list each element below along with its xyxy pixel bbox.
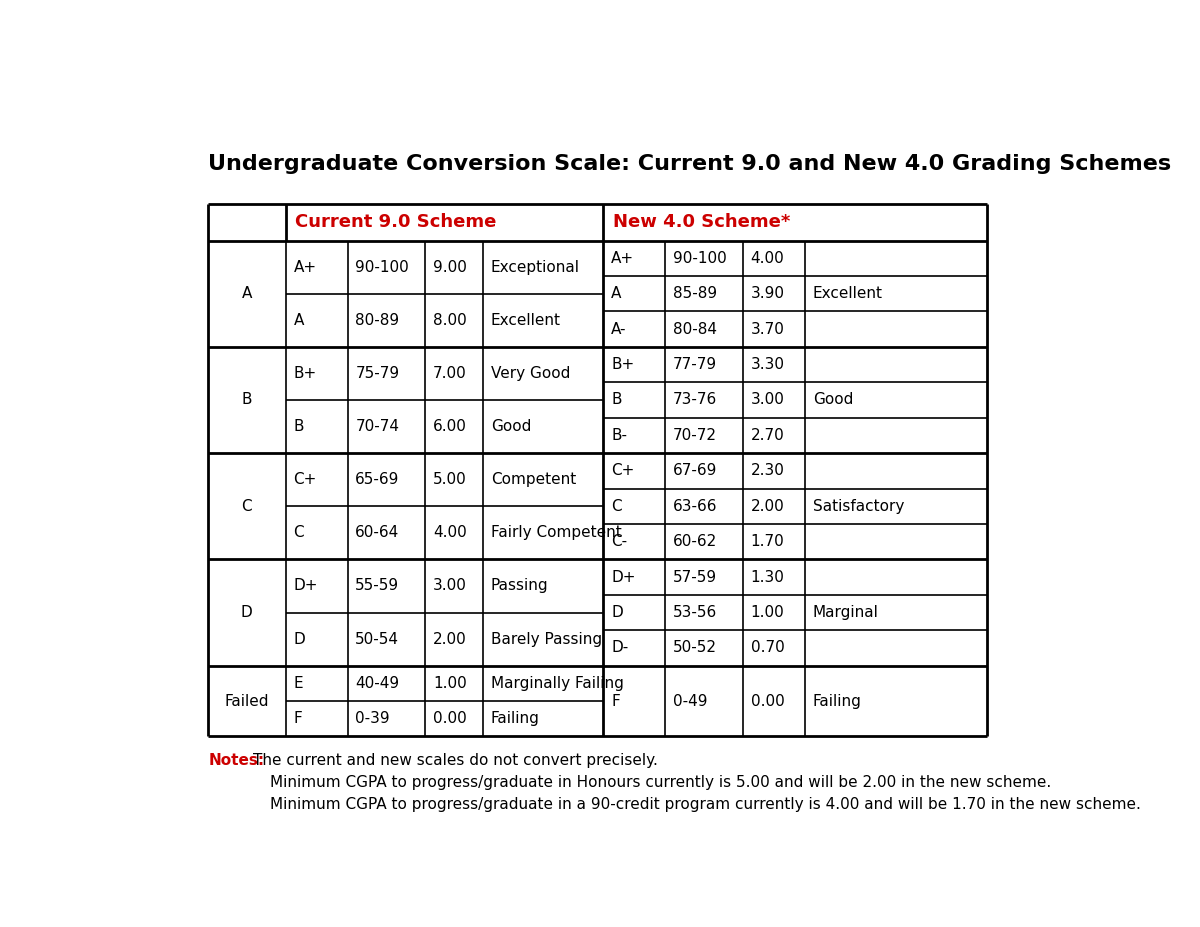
Text: 4.00: 4.00 <box>433 526 467 540</box>
Text: A+: A+ <box>293 260 317 274</box>
Text: 0.00: 0.00 <box>433 711 467 726</box>
Text: D: D <box>611 605 623 620</box>
Text: 70-72: 70-72 <box>673 428 718 443</box>
Text: 60-64: 60-64 <box>355 526 400 540</box>
Text: 75-79: 75-79 <box>355 366 400 381</box>
Text: 50-52: 50-52 <box>673 641 718 655</box>
Text: C: C <box>611 499 622 514</box>
Text: Barely Passing: Barely Passing <box>491 631 602 646</box>
Text: B+: B+ <box>611 357 635 372</box>
Text: 3.70: 3.70 <box>751 322 785 337</box>
Text: A-: A- <box>611 322 626 337</box>
Text: Exceptional: Exceptional <box>491 260 580 274</box>
Text: 55-59: 55-59 <box>355 578 400 593</box>
Text: 60-62: 60-62 <box>673 534 718 549</box>
Text: Current 9.0 Scheme: Current 9.0 Scheme <box>295 213 497 231</box>
Text: A: A <box>293 312 304 328</box>
Text: D: D <box>241 605 253 620</box>
Text: Competent: Competent <box>491 472 576 488</box>
Text: 90-100: 90-100 <box>673 251 727 266</box>
Text: C-: C- <box>611 534 628 549</box>
Text: 3.00: 3.00 <box>751 392 785 408</box>
Text: B+: B+ <box>293 366 317 381</box>
Text: Failing: Failing <box>491 711 540 726</box>
Text: 1.00: 1.00 <box>751 605 785 620</box>
Text: C+: C+ <box>293 472 317 488</box>
Text: 1.00: 1.00 <box>433 676 467 691</box>
Text: Minimum CGPA to progress/graduate in Honours currently is 5.00 and will be 2.00 : Minimum CGPA to progress/graduate in Hon… <box>270 775 1051 790</box>
Text: A: A <box>611 286 622 301</box>
Text: 70-74: 70-74 <box>355 419 400 434</box>
Text: 2.30: 2.30 <box>751 464 785 478</box>
Text: C+: C+ <box>611 464 635 478</box>
Text: Marginal: Marginal <box>812 605 878 620</box>
Text: Failing: Failing <box>812 693 862 708</box>
Text: F: F <box>611 693 620 708</box>
Text: 2.00: 2.00 <box>433 631 467 646</box>
Text: Very Good: Very Good <box>491 366 570 381</box>
Text: 65-69: 65-69 <box>355 472 400 488</box>
Text: Satisfactory: Satisfactory <box>812 499 904 514</box>
Text: New 4.0 Scheme*: New 4.0 Scheme* <box>613 213 790 231</box>
Text: 9.00: 9.00 <box>433 260 467 274</box>
Text: Fairly Competent: Fairly Competent <box>491 526 622 540</box>
Text: 40-49: 40-49 <box>355 676 400 691</box>
Text: 2.70: 2.70 <box>751 428 785 443</box>
Text: D+: D+ <box>611 569 636 585</box>
Text: 67-69: 67-69 <box>673 464 718 478</box>
Text: Good: Good <box>812 392 853 408</box>
Text: 80-89: 80-89 <box>355 312 400 328</box>
Text: 3.90: 3.90 <box>751 286 785 301</box>
Text: 50-54: 50-54 <box>355 631 400 646</box>
Text: 0.70: 0.70 <box>751 641 785 655</box>
Text: 90-100: 90-100 <box>355 260 409 274</box>
Text: 5.00: 5.00 <box>433 472 467 488</box>
Text: 4.00: 4.00 <box>751 251 785 266</box>
Text: D+: D+ <box>293 578 318 593</box>
Text: 1.30: 1.30 <box>751 569 785 585</box>
Text: Excellent: Excellent <box>491 312 562 328</box>
Text: Notes:: Notes: <box>208 754 264 768</box>
Text: B-: B- <box>611 428 628 443</box>
Text: Undergraduate Conversion Scale: Current 9.0 and New 4.0 Grading Schemes: Undergraduate Conversion Scale: Current … <box>208 154 1171 173</box>
Text: 63-66: 63-66 <box>673 499 718 514</box>
Text: 57-59: 57-59 <box>673 569 718 585</box>
Text: C: C <box>241 499 252 514</box>
Text: A+: A+ <box>611 251 635 266</box>
Text: Passing: Passing <box>491 578 548 593</box>
Text: Minimum CGPA to progress/graduate in a 90-credit program currently is 4.00 and w: Minimum CGPA to progress/graduate in a 9… <box>270 796 1141 811</box>
Text: 73-76: 73-76 <box>673 392 718 408</box>
Text: B: B <box>293 419 304 434</box>
Text: F: F <box>293 711 302 726</box>
Text: 0.00: 0.00 <box>751 693 785 708</box>
Text: B: B <box>611 392 622 408</box>
Text: The current and new scales do not convert precisely.: The current and new scales do not conver… <box>253 754 658 768</box>
Text: D-: D- <box>611 641 629 655</box>
Text: 77-79: 77-79 <box>673 357 718 372</box>
Text: 7.00: 7.00 <box>433 366 467 381</box>
Text: A: A <box>241 286 252 301</box>
Text: 53-56: 53-56 <box>673 605 718 620</box>
Text: 85-89: 85-89 <box>673 286 718 301</box>
Text: Failed: Failed <box>224 693 269 708</box>
Text: Good: Good <box>491 419 532 434</box>
Text: 0-39: 0-39 <box>355 711 390 726</box>
Text: E: E <box>293 676 302 691</box>
Text: D: D <box>293 631 305 646</box>
Text: Excellent: Excellent <box>812 286 883 301</box>
Text: 2.00: 2.00 <box>751 499 785 514</box>
Text: 3.30: 3.30 <box>751 357 785 372</box>
Text: 6.00: 6.00 <box>433 419 467 434</box>
Text: 0-49: 0-49 <box>673 693 708 708</box>
Text: 3.00: 3.00 <box>433 578 467 593</box>
Text: Marginally Failing: Marginally Failing <box>491 676 624 691</box>
Text: 1.70: 1.70 <box>751 534 785 549</box>
Text: 8.00: 8.00 <box>433 312 467 328</box>
Text: B: B <box>241 392 252 408</box>
Text: C: C <box>293 526 304 540</box>
Text: 80-84: 80-84 <box>673 322 718 337</box>
